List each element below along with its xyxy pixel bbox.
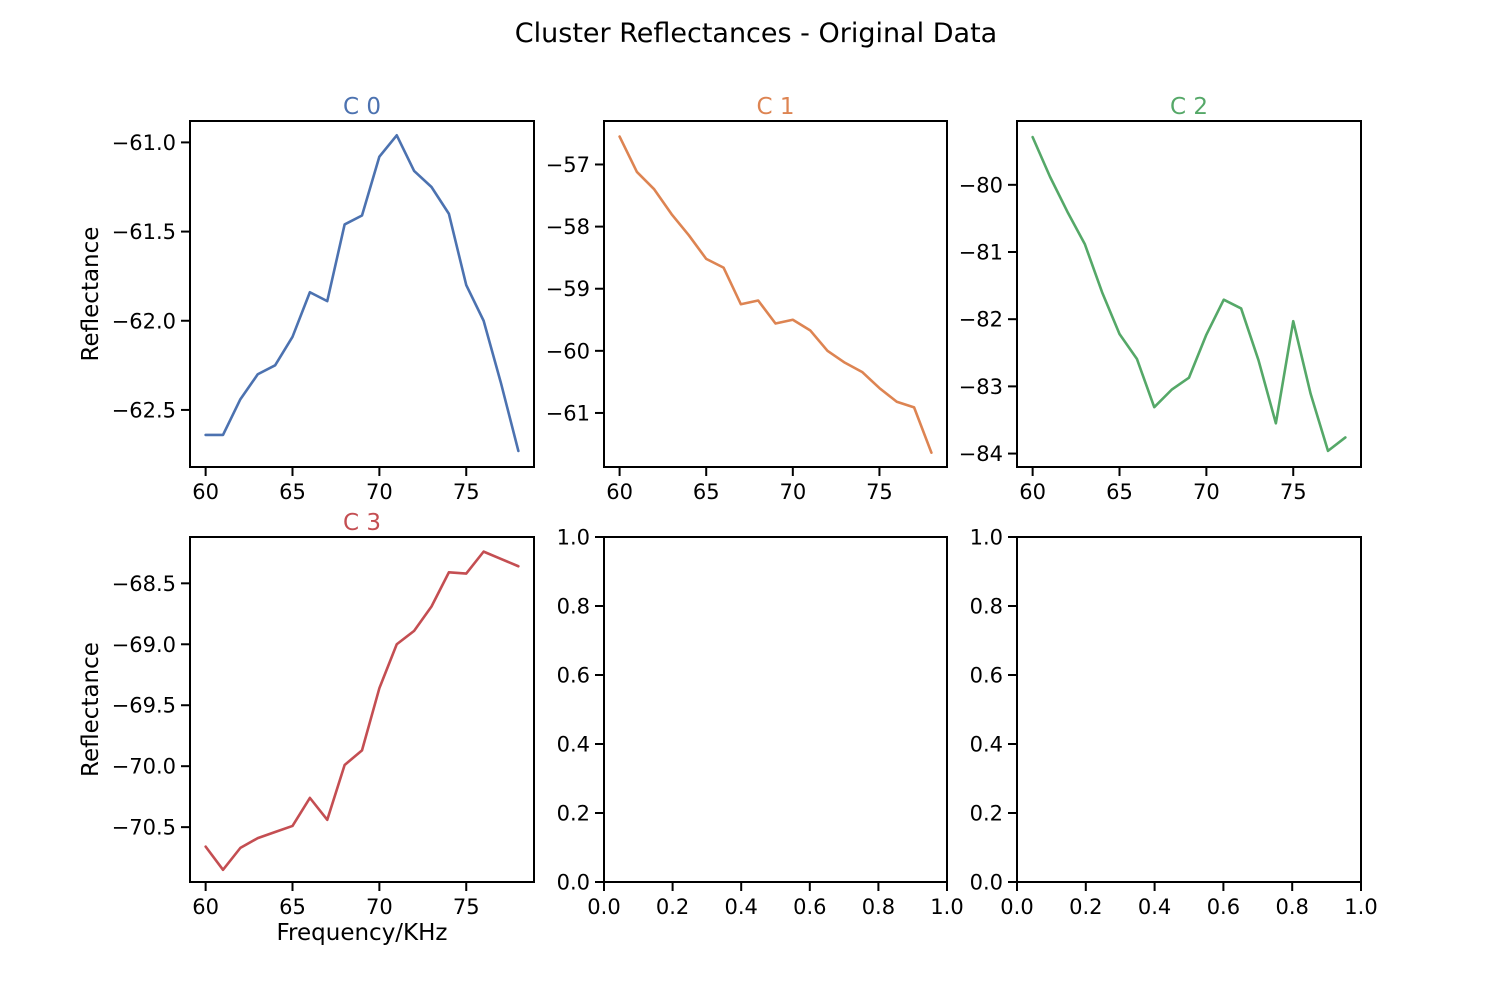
y-tick-label: −81	[959, 241, 1003, 265]
x-tick-label: 0.6	[793, 895, 826, 919]
x-tick-label: 60	[1019, 480, 1046, 504]
y-tick-label: −59	[546, 277, 590, 301]
x-tick-label: 65	[279, 895, 306, 919]
y-tick-label: 0.2	[970, 802, 1003, 826]
x-tick-label: 75	[1280, 480, 1307, 504]
x-tick-label: 65	[693, 480, 720, 504]
y-tick-label: 0.0	[557, 871, 590, 895]
subplot-0: 60 65 70 75 −61.0 −61.5 −62.0 −62.5 C 0 Reflectan…	[78, 94, 535, 504]
x-tick-label: 70	[779, 480, 806, 504]
y-tick-label: −62.0	[112, 309, 176, 333]
y-tick-label: 0.2	[557, 802, 590, 826]
y-tick-label: 0.0	[970, 871, 1003, 895]
axes-frame-3	[189, 536, 535, 883]
axes-frame-0	[189, 120, 535, 468]
y-axis-label-3: Reflectance	[78, 642, 104, 777]
x-tick-label: 0.2	[1069, 895, 1102, 919]
y-tick-label: 0.8	[970, 595, 1003, 619]
series-line-0	[204, 133, 520, 453]
y-tick-label: 0.4	[557, 733, 590, 757]
y-tick-label: −83	[959, 375, 1003, 399]
x-tick-label: 0.6	[1207, 895, 1240, 919]
x-axis-label-3: Frequency/KHz	[276, 920, 447, 946]
x-tick-label: 75	[866, 480, 893, 504]
series-line-3	[204, 550, 520, 872]
x-tick-label: 70	[366, 480, 393, 504]
x-tick-label: 0.0	[1000, 895, 1033, 919]
x-tick-label: 60	[192, 480, 219, 504]
x-tick-label: 75	[453, 895, 480, 919]
y-tick-label: −61.0	[112, 131, 176, 155]
y-tick-label: 0.4	[970, 733, 1003, 757]
y-tick-label: 0.6	[970, 664, 1003, 688]
y-axis-label-0: Reflectance	[78, 227, 104, 362]
y-tick-label: −70.5	[112, 816, 176, 840]
axes-frame-4	[603, 536, 948, 883]
subplot-grid: 60 65 70 75 −61.0 −61.5 −62.0 −62.5 C 0 Reflectan…	[78, 94, 1378, 946]
x-tick-label: 75	[453, 480, 480, 504]
axes-frame-5	[1016, 536, 1362, 883]
x-tick-label: 1.0	[930, 895, 963, 919]
subplot-1: 60 65 70 75 −57 −58 −59 −60 −61 C 1	[546, 94, 948, 504]
subplot-4: 0.0 0.2 0.4 0.6 0.8 1.0 0.0 0.2 0.4 0.6 0.8 1.0	[557, 526, 964, 920]
x-tick-label: 0.8	[862, 895, 895, 919]
subplot-title-2: C 2	[1170, 94, 1208, 120]
y-tick-label: −61	[546, 401, 590, 425]
y-tick-label: 0.8	[557, 595, 590, 619]
x-tick-label: 65	[1106, 480, 1133, 504]
x-tick-label: 1.0	[1344, 895, 1377, 919]
y-tick-label: −62.5	[112, 398, 176, 422]
y-tick-label: −70.0	[112, 755, 176, 779]
y-tick-label: −68.5	[112, 572, 176, 596]
y-tick-label: −69.5	[112, 694, 176, 718]
y-tick-label: −84	[959, 442, 1003, 466]
x-tick-label: 0.8	[1275, 895, 1308, 919]
subplot-2: 60 65 70 75 −80 −81 −82 −83 −84 C 2	[959, 94, 1362, 504]
y-tick-label: −80	[959, 173, 1003, 197]
x-tick-label: 70	[366, 895, 393, 919]
x-tick-label: 0.0	[587, 895, 620, 919]
y-tick-label: −69.0	[112, 633, 176, 657]
axes-frame-1	[603, 120, 948, 468]
subplot-5: 0.0 0.2 0.4 0.6 0.8 1.0 0.0 0.2 0.4 0.6 0.8 1.0	[970, 526, 1378, 920]
figure-title: Cluster Reflectances - Original Data	[515, 18, 997, 49]
x-tick-label: 0.4	[724, 895, 757, 919]
x-tick-label: 0.4	[1138, 895, 1171, 919]
x-tick-label: 70	[1193, 480, 1220, 504]
subplot-title-3: C 3	[343, 510, 381, 536]
y-tick-label: −57	[546, 153, 590, 177]
x-tick-label: 60	[606, 480, 633, 504]
x-tick-label: 65	[279, 480, 306, 504]
y-tick-label: −60	[546, 339, 590, 363]
x-tick-label: 0.2	[656, 895, 689, 919]
axes-frame-2	[1016, 120, 1362, 468]
y-tick-label: 1.0	[970, 526, 1003, 550]
series-line-2	[1031, 135, 1347, 453]
subplot-title-0: C 0	[343, 94, 381, 120]
y-tick-label: 1.0	[557, 526, 590, 550]
x-tick-label: 60	[192, 895, 219, 919]
series-line-1	[618, 135, 933, 455]
subplot-title-1: C 1	[756, 94, 794, 120]
y-tick-label: −58	[546, 215, 590, 239]
y-tick-label: 0.6	[557, 664, 590, 688]
y-tick-label: −61.5	[112, 220, 176, 244]
subplot-3: 60 65 70 75 −68.5 −69.0 −69.5 −70.0 −70.5 C 3 Refl…	[78, 510, 535, 946]
y-tick-label: −82	[959, 308, 1003, 332]
